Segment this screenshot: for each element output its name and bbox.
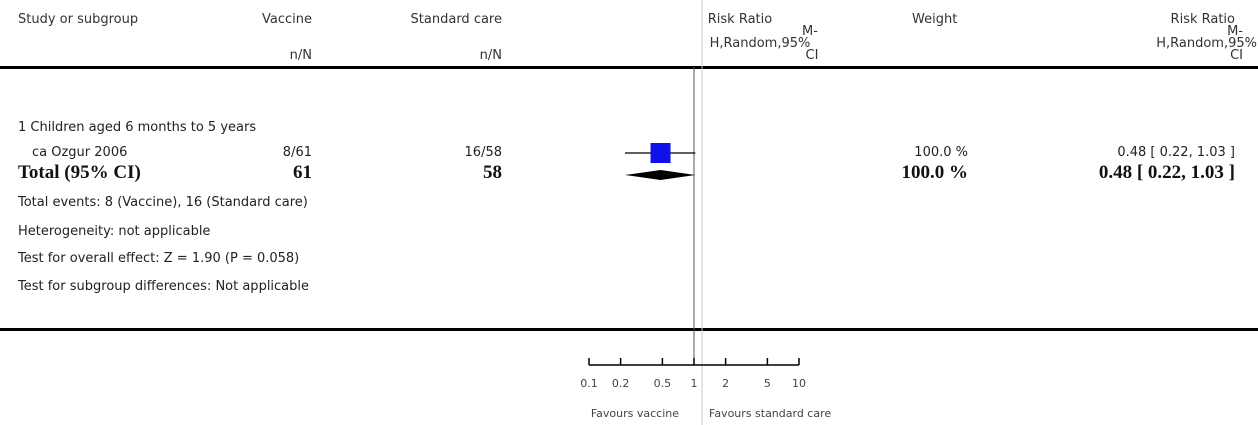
total-weight: 100.0 % [901,162,969,183]
x-tick-label: 0.2 [612,377,630,390]
footnote-heterogeneity: Heterogeneity: not applicable [18,224,211,239]
risk-ratio-header-line2: M- [802,24,818,39]
total-label: Total (95% CI) [18,162,141,183]
study-column-header: Study or subgroup [18,12,139,27]
risk-ratio-header-line3: H,Random,95% [709,36,811,51]
vaccine-column-header: Vaccine [262,12,312,27]
standard-care-column-header: Standard care [410,12,502,27]
risk-ratio2-header-line3: H,Random,95% [1156,36,1257,51]
x-tick-label: 1 [691,377,698,390]
study-weight: 100.0 % [914,145,968,160]
x-tick-label: 2 [722,377,729,390]
footnote-subgroup-differences: Test for subgroup differences: Not appli… [18,279,310,294]
risk-ratio-header-line1: Risk Ratio [707,12,773,27]
risk-ratio2-header-line4: CI [1230,48,1243,63]
total-standard: 58 [483,162,502,183]
header-rule [0,66,1258,69]
x-tick-label: 10 [792,377,806,390]
vaccine-subheader: n/N [289,48,312,63]
x-tick-label: 5 [764,377,771,390]
risk-ratio-header-line4: CI [805,48,819,63]
total-risk-ratio: 0.48 [ 0.22, 1.03 ] [1098,162,1235,183]
standard-care-subheader: n/N [479,48,502,63]
total-vaccine: 61 [293,162,312,183]
study-standard-events: 16/58 [464,145,502,160]
study-effect-marker [650,143,671,163]
footnote-overall-effect: Test for overall effect: Z = 1.90 (P = 0… [18,251,300,266]
x-tick-label: 0.5 [654,377,672,390]
weight-column-header: Weight [912,12,958,27]
study-vaccine-events: 8/61 [282,145,312,160]
risk-ratio2-header-line2: M- [1227,24,1243,39]
bottom-rule [0,328,1258,331]
total-diamond [624,170,696,180]
footnote-total-events: Total events: 8 (Vaccine), 16 (Standard … [18,195,308,210]
favours-standard-care-label: Favours standard care [709,407,832,420]
favours-vaccine-label: Favours vaccine [590,407,679,420]
study-risk-ratio: 0.48 [ 0.22, 1.03 ] [1117,145,1235,160]
x-tick-label: 0.1 [580,377,598,390]
subgroup-label: 1 Children aged 6 months to 5 years [18,120,257,135]
risk-ratio2-header-line1: Risk Ratio [1170,12,1235,27]
study-name: ca Ozgur 2006 [32,145,128,160]
